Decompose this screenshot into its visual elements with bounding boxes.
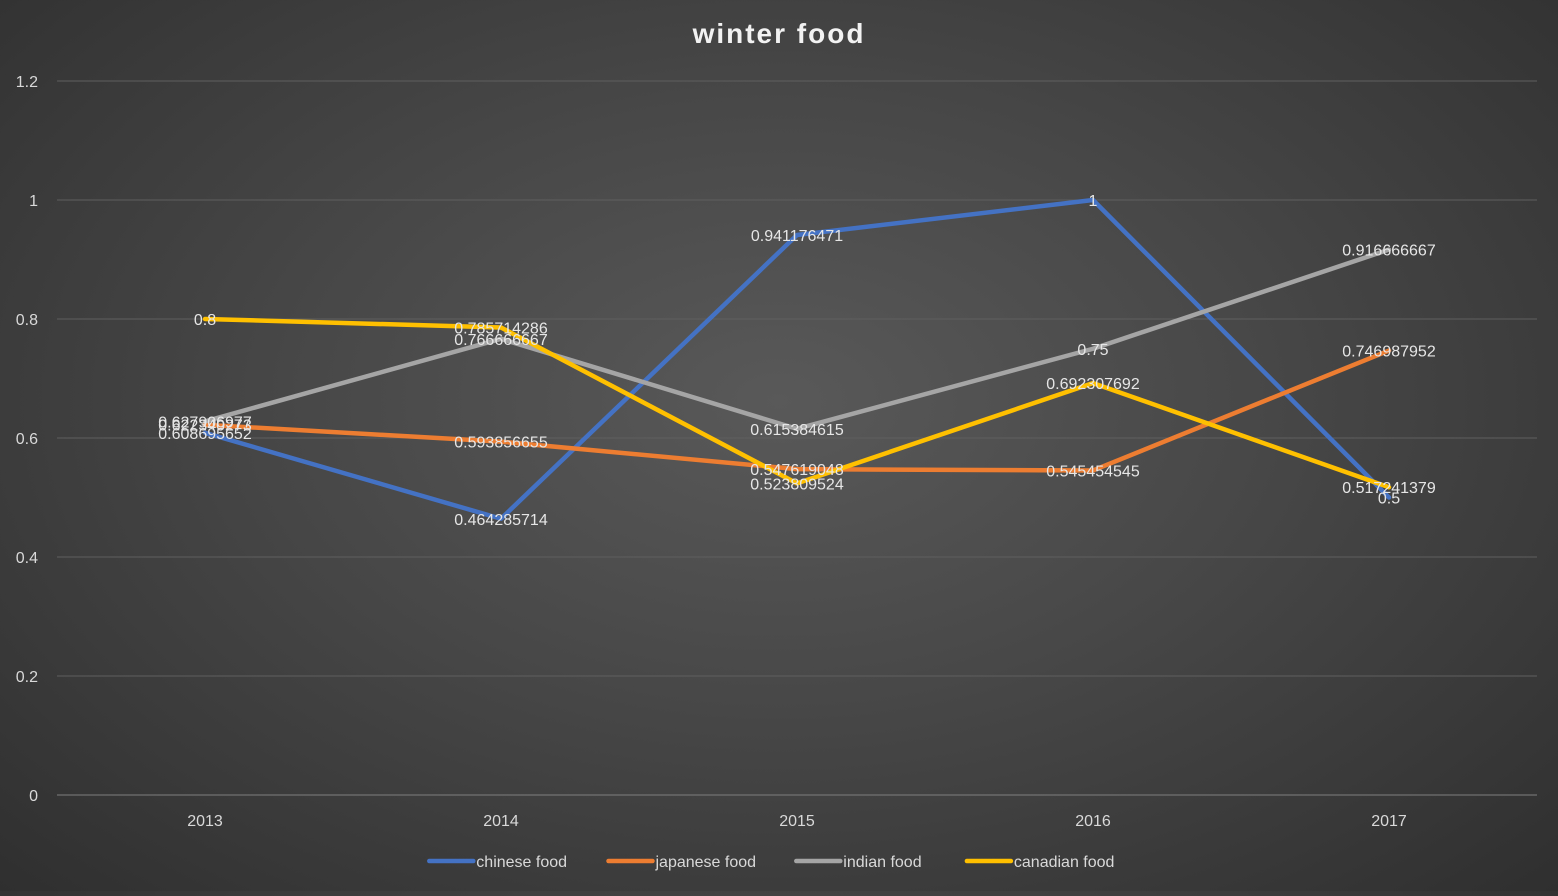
data-label: 0.916666667 — [1342, 243, 1436, 260]
data-label: 0.5 — [1378, 491, 1400, 508]
data-label: 0.608695652 — [158, 426, 252, 443]
data-label: 0.545454545 — [1046, 463, 1140, 480]
data-label: 0.627906977 — [158, 414, 252, 431]
y-tick-label: 0.2 — [16, 669, 38, 686]
y-tick-label: 0.6 — [16, 431, 38, 448]
data-label: 0.692307692 — [1046, 376, 1140, 393]
x-tick-label: 2015 — [779, 813, 815, 830]
data-label: 0.766666667 — [454, 332, 548, 349]
legend-label: chinese food — [476, 854, 567, 871]
data-label: 0.746987952 — [1342, 344, 1436, 361]
series-line-japanese-food — [202, 348, 1392, 473]
legend-label: canadian food — [1014, 854, 1115, 871]
data-label: 0.517241379 — [1342, 480, 1436, 497]
legend-label: indian food — [843, 854, 921, 871]
x-tick-label: 2013 — [187, 813, 223, 830]
y-tick-label: 0 — [29, 788, 38, 805]
series-line-chinese-food — [202, 197, 1392, 521]
data-label: 0.547619048 — [750, 462, 844, 479]
data-label: 0.464285714 — [454, 512, 548, 529]
data-label: 0.75 — [1077, 342, 1108, 359]
y-tick-label: 0.8 — [16, 312, 38, 329]
data-label: 0.941176471 — [751, 228, 843, 245]
data-label: 0.785714286 — [454, 321, 548, 338]
x-tick-label: 2016 — [1075, 813, 1111, 830]
data-label: 0.523809524 — [750, 476, 844, 493]
series-line-canadian-food — [202, 316, 1392, 490]
data-label: 0.593856655 — [454, 435, 548, 452]
data-label: 1 — [1089, 193, 1098, 210]
y-tick-label: 0.4 — [16, 550, 38, 567]
y-tick-label: 1 — [29, 193, 38, 210]
series-line-indian-food — [202, 247, 1392, 432]
x-tick-label: 2014 — [483, 813, 519, 830]
data-label: 0.615384615 — [750, 422, 844, 439]
chart-title: winter food — [692, 18, 866, 49]
legend-label: japanese food — [655, 854, 757, 871]
y-tick-label: 1.2 — [16, 74, 38, 91]
data-label: 0.622340273 — [158, 418, 252, 435]
data-label: 0.8 — [194, 312, 216, 329]
x-tick-label: 2017 — [1371, 813, 1407, 830]
